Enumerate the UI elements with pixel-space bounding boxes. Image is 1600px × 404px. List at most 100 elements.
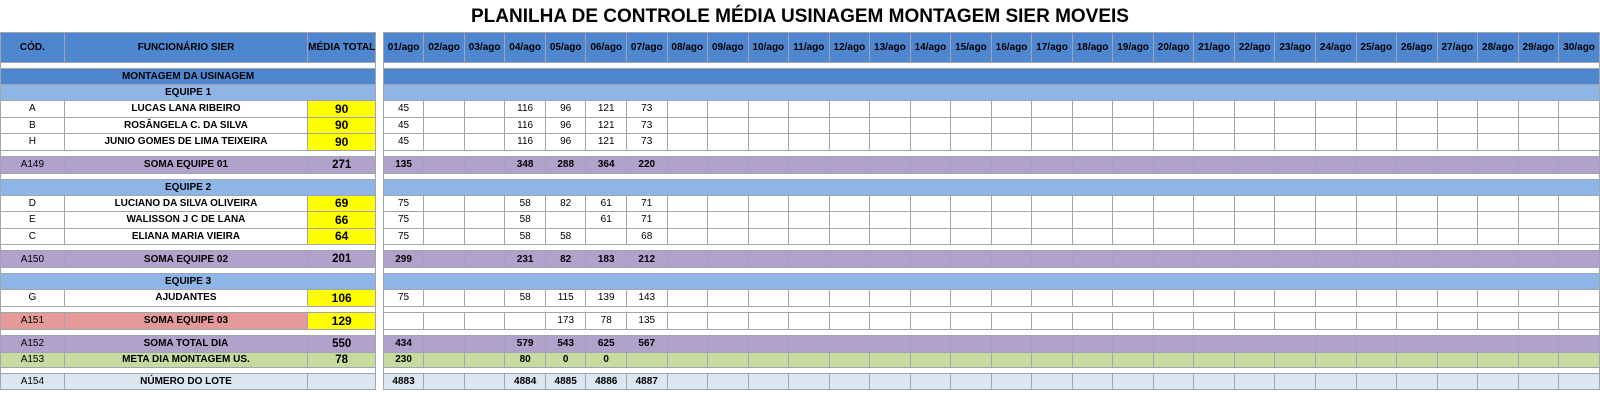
day-value-cell[interactable] (1436, 100, 1479, 118)
day-value-cell[interactable] (1031, 116, 1073, 134)
day-value-cell[interactable] (1355, 155, 1398, 174)
day-value-cell[interactable] (990, 289, 1033, 307)
day-value-cell[interactable] (463, 334, 506, 353)
employee-name-cell[interactable]: LUCIANO DA SILVA OLIVEIRA (63, 194, 309, 212)
day-value-cell[interactable] (950, 351, 992, 368)
day-value-cell[interactable] (707, 211, 749, 229)
header-day[interactable]: 11/ago (788, 32, 830, 63)
day-value-cell[interactable] (828, 311, 871, 330)
day-value-cell[interactable] (1396, 133, 1438, 151)
day-value-cell[interactable] (1314, 289, 1357, 307)
header-day[interactable]: 15/ago (950, 32, 992, 63)
day-value-cell[interactable] (1031, 227, 1073, 245)
day-value-cell[interactable] (1031, 133, 1073, 151)
day-value-cell[interactable] (1396, 211, 1438, 229)
day-value-cell[interactable] (1071, 334, 1114, 353)
day-value-cell[interactable] (909, 100, 952, 118)
day-value-cell[interactable] (707, 194, 749, 212)
day-value-cell[interactable] (869, 116, 911, 134)
day-value-cell[interactable]: 80 (504, 351, 546, 368)
day-value-cell[interactable] (1031, 194, 1073, 212)
day-value-cell[interactable] (1396, 194, 1438, 212)
day-value-cell[interactable] (463, 155, 506, 174)
media-total-cell[interactable]: 550 (307, 334, 377, 353)
day-value-cell[interactable] (1436, 133, 1479, 151)
day-value-cell[interactable] (1355, 372, 1398, 390)
control-sheet-table[interactable]: CÓD. FUNCIONÁRIO SIER MÉDIA TOTAL 01/ago… (0, 32, 1600, 390)
day-value-cell[interactable]: 45 (382, 116, 425, 134)
day-value-cell[interactable] (423, 250, 465, 268)
day-value-cell[interactable] (1355, 227, 1398, 245)
day-value-cell[interactable] (828, 100, 871, 118)
day-value-cell[interactable] (1396, 155, 1438, 174)
day-value-cell[interactable] (1031, 334, 1073, 353)
day-value-cell[interactable] (1396, 250, 1438, 268)
day-value-cell[interactable] (585, 227, 627, 245)
day-value-cell[interactable] (788, 100, 830, 118)
day-value-cell[interactable] (950, 250, 992, 268)
day-value-cell[interactable] (1071, 116, 1114, 134)
day-value-cell[interactable] (909, 334, 952, 353)
day-value-cell[interactable] (1517, 155, 1560, 174)
day-value-cell[interactable] (423, 211, 465, 229)
summary-label-cell[interactable]: META DIA MONTAGEM US. (63, 351, 309, 368)
day-value-cell[interactable]: 116 (504, 116, 546, 134)
day-value-cell[interactable] (1558, 334, 1600, 353)
day-value-cell[interactable] (625, 351, 668, 368)
day-value-cell[interactable] (990, 250, 1033, 268)
day-value-cell[interactable] (1477, 100, 1519, 118)
header-day[interactable]: 05/ago (544, 32, 587, 63)
row-code-cell[interactable]: E (0, 211, 65, 229)
day-value-cell[interactable] (1436, 334, 1479, 353)
day-value-cell[interactable] (869, 155, 911, 174)
header-day[interactable]: 23/ago (1274, 32, 1316, 63)
section-title[interactable]: MONTAGEM DA USINAGEM (0, 68, 377, 85)
day-value-cell[interactable] (463, 194, 506, 212)
day-value-cell[interactable] (666, 194, 709, 212)
day-value-cell[interactable] (707, 133, 749, 151)
day-value-cell[interactable] (1031, 351, 1073, 368)
row-code-cell[interactable]: A149 (0, 155, 65, 174)
day-value-cell[interactable]: 0 (544, 351, 587, 368)
row-code-cell[interactable]: A154 (0, 372, 65, 390)
day-value-cell[interactable] (1517, 211, 1560, 229)
day-value-cell[interactable] (1436, 311, 1479, 330)
day-value-cell[interactable] (1477, 311, 1519, 330)
row-code-cell[interactable]: A152 (0, 334, 65, 353)
header-day[interactable]: 18/ago (1071, 32, 1114, 63)
day-value-cell[interactable] (1274, 311, 1316, 330)
day-value-cell[interactable] (747, 334, 790, 353)
day-value-cell[interactable] (707, 334, 749, 353)
day-value-cell[interactable] (1477, 227, 1519, 245)
day-value-cell[interactable] (1152, 155, 1195, 174)
day-value-cell[interactable] (666, 116, 709, 134)
media-total-cell[interactable]: 90 (307, 116, 377, 134)
day-value-cell[interactable] (1193, 334, 1235, 353)
day-value-cell[interactable] (1477, 334, 1519, 353)
day-value-cell[interactable] (1477, 155, 1519, 174)
day-value-cell[interactable] (1274, 100, 1316, 118)
day-value-cell[interactable] (1031, 250, 1073, 268)
day-value-cell[interactable] (1477, 116, 1519, 134)
day-value-cell[interactable] (990, 211, 1033, 229)
day-value-cell[interactable] (1274, 351, 1316, 368)
employee-name-cell[interactable]: ELIANA MARIA VIEIRA (63, 227, 309, 245)
day-value-cell[interactable] (1314, 133, 1357, 151)
media-total-cell[interactable] (307, 372, 377, 390)
day-value-cell[interactable] (1193, 194, 1235, 212)
day-value-cell[interactable] (1112, 311, 1154, 330)
day-value-cell[interactable] (747, 211, 790, 229)
day-value-cell[interactable] (1274, 227, 1316, 245)
day-value-cell[interactable] (1071, 289, 1114, 307)
day-value-cell[interactable] (1233, 100, 1276, 118)
day-value-cell[interactable] (707, 351, 749, 368)
day-value-cell[interactable]: 61 (585, 194, 627, 212)
day-value-cell[interactable] (909, 155, 952, 174)
day-value-cell[interactable] (788, 311, 830, 330)
day-value-cell[interactable] (950, 133, 992, 151)
day-value-cell[interactable] (1233, 133, 1276, 151)
day-value-cell[interactable] (1274, 194, 1316, 212)
day-value-cell[interactable] (463, 133, 506, 151)
day-value-cell[interactable] (1152, 211, 1195, 229)
day-value-cell[interactable] (1031, 289, 1073, 307)
